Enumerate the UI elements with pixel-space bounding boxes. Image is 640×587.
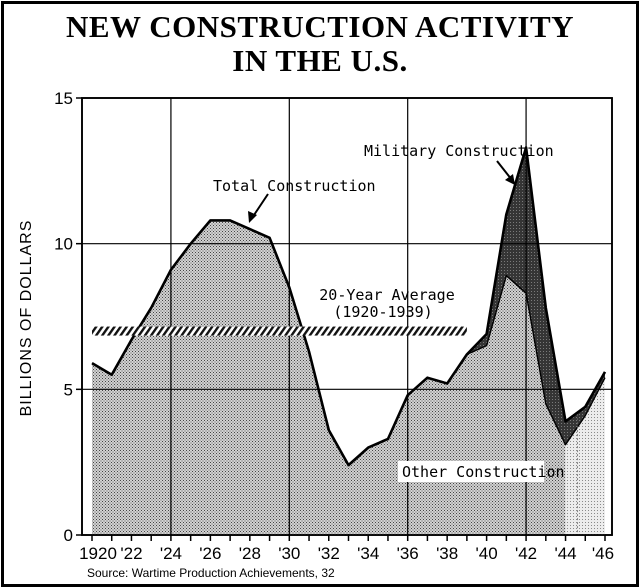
total-construction-label: Total Construction: [213, 177, 376, 195]
other-construction-area: [92, 220, 605, 535]
other-construction-label-bg: [398, 461, 544, 482]
military-construction-label: Military Construction: [364, 142, 554, 160]
y-tick-label: 10: [54, 235, 73, 254]
total-construction-arrowhead: [248, 211, 257, 223]
x-tick-label: '46: [592, 544, 614, 563]
military-construction-arrowhead: [505, 174, 515, 185]
other-construction-tail-fill: [565, 377, 605, 535]
x-tick-label: '40: [476, 544, 498, 563]
twenty-year-average-line: [92, 326, 467, 336]
x-axis-ticks: 1920'22 '24 '26 '28 '30 '32 '34 '36 '38 '40 '42 '44…: [79, 535, 614, 563]
other-construction-fill: [92, 220, 566, 535]
chart-title-line2: IN THE U.S.: [232, 43, 408, 78]
average-label-line1: 20-Year Average: [319, 286, 454, 304]
x-tick-label: '34: [357, 544, 379, 563]
x-tick-label: '22: [120, 544, 142, 563]
y-tick-label: 0: [64, 526, 73, 545]
chart-title-line1: NEW CONSTRUCTION ACTIVITY: [65, 9, 575, 44]
average-label-line2: (1920-1939): [333, 303, 432, 321]
total-construction-line: [91, 146, 607, 467]
x-tick-label: '26: [199, 544, 221, 563]
other-construction-label: Other Construction: [402, 463, 565, 481]
other-construction-line: [466, 275, 606, 446]
x-tick-label: '28: [239, 544, 261, 563]
source-note: Source: Wartime Production Achievements,…: [87, 566, 335, 580]
x-tick-label: '42: [515, 544, 537, 563]
series-outlines: [91, 146, 607, 535]
plot-border: [81, 97, 613, 536]
x-tick-label: '44: [554, 544, 576, 563]
y-axis-label: BILLIONS OF DOLLARS: [18, 220, 35, 417]
y-tick-label: 5: [64, 380, 73, 399]
military-construction-area: [466, 147, 605, 445]
x-tick-label: '32: [318, 544, 340, 563]
y-axis-ticks: 0 5 10 15: [54, 89, 82, 545]
military-construction-fill: [466, 147, 605, 445]
x-tick-label: '36: [397, 544, 419, 563]
y-tick-label: 15: [54, 89, 73, 108]
x-tick-label: '38: [436, 544, 458, 563]
x-tick-label: '30: [278, 544, 300, 563]
x-tick-label: 1920: [79, 544, 117, 563]
x-tick-label: '24: [160, 544, 182, 563]
